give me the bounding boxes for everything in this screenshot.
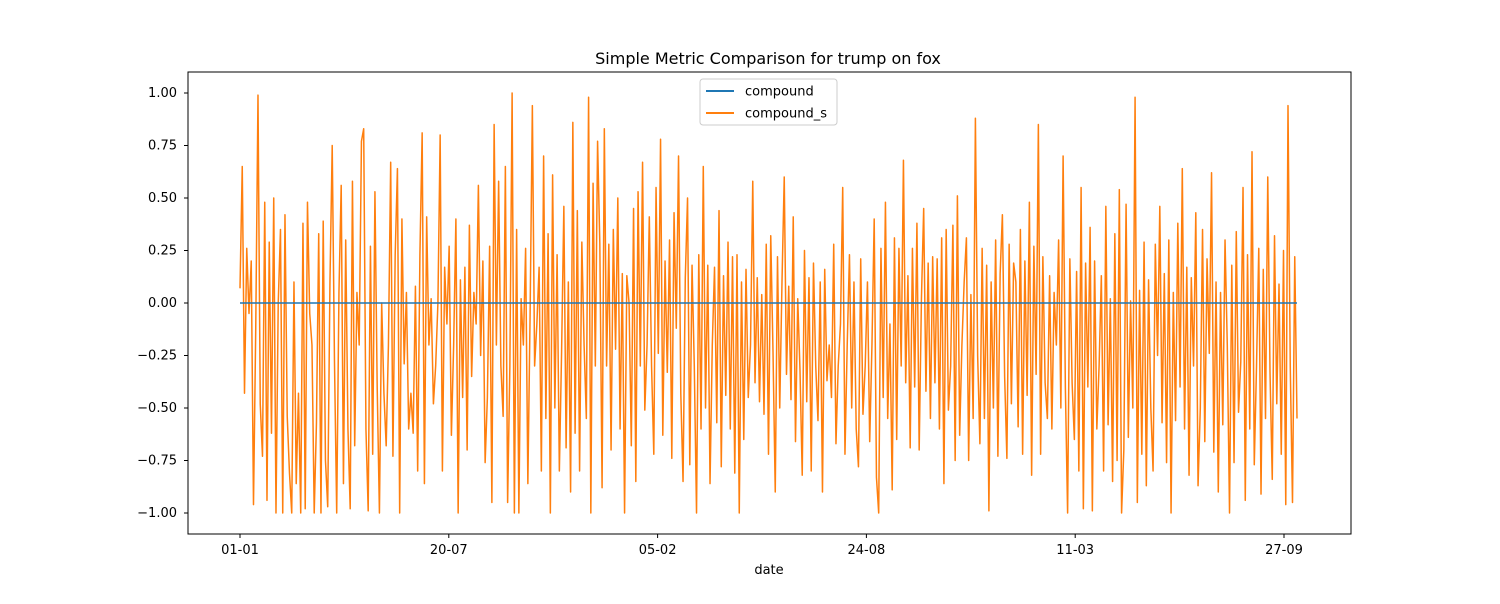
x-tick-label: 11-03 <box>1056 543 1094 558</box>
x-tick-label: 20-07 <box>430 543 468 558</box>
legend-label-compound_s: compound_s <box>745 107 827 122</box>
x-axis: 01-01 20-07 05-02 24-08 11-03 27-09 <box>221 534 1303 558</box>
plot-area <box>187 71 1352 535</box>
y-tick-label: −0.25 <box>137 349 177 364</box>
x-tick-label: 24-08 <box>848 543 886 558</box>
y-tick-label: 1.00 <box>148 86 177 101</box>
y-axis: 1.00 0.75 0.50 0.25 0.00 −0.25 −0.50 −0.75 −1.00 <box>137 86 188 521</box>
x-tick-label: 27-09 <box>1265 543 1303 558</box>
x-tick-label: 01-01 <box>221 543 259 558</box>
x-tick-label: 05-02 <box>639 543 677 558</box>
legend: compound compound_s <box>699 78 838 126</box>
y-tick-label: −0.50 <box>137 401 177 416</box>
y-tick-label: 0.75 <box>148 139 177 154</box>
y-tick-label: −1.00 <box>137 506 177 521</box>
series-layer <box>239 92 1298 514</box>
legend-box <box>699 78 838 126</box>
x-axis-label: date <box>754 563 783 578</box>
y-tick-label: 0.00 <box>148 296 177 311</box>
chart-title: Simple Metric Comparison for trump on fo… <box>595 49 941 68</box>
series-line-compound_s <box>239 92 1298 514</box>
legend-label-compound: compound <box>745 85 814 100</box>
y-tick-label: 0.25 <box>148 244 177 259</box>
y-tick-label: −0.75 <box>137 454 177 469</box>
y-tick-label: 0.50 <box>148 191 177 206</box>
